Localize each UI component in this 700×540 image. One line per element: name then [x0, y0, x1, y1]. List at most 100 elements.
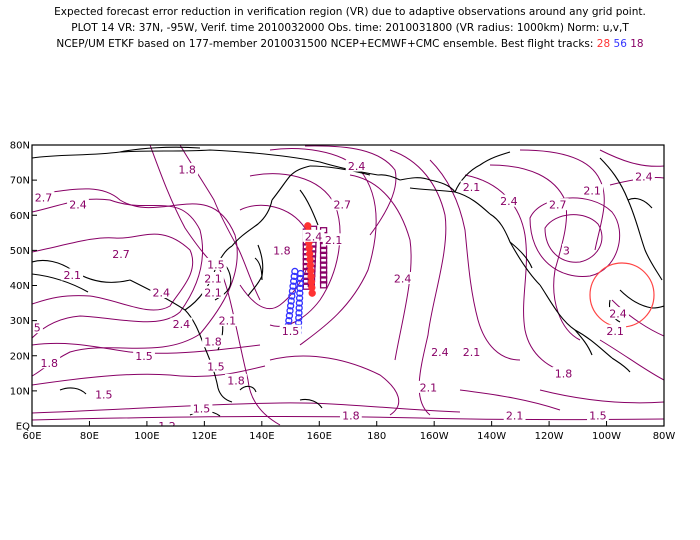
track-marker-blue	[285, 316, 293, 325]
contour-label: 2.7	[334, 199, 352, 212]
contour-label-bg	[302, 229, 325, 242]
track-marker-purple	[319, 266, 328, 274]
contour-lines	[32, 145, 664, 426]
contour-label: 1.2	[158, 420, 176, 433]
title-line-3-text: NCEP/UM ETKF based on 177-member 2010031…	[56, 38, 594, 50]
contour-label: 1.5	[135, 350, 153, 363]
lat-tick-label: 30N	[10, 316, 30, 327]
lon-tick-label: 120W	[535, 431, 564, 442]
lat-tick-label: 40N	[10, 281, 30, 292]
contour-label-bg	[339, 408, 362, 421]
contour-label: 2.1	[463, 346, 481, 359]
contour-label-bg	[460, 180, 483, 193]
contour-label-bg	[216, 314, 239, 327]
contour-label: 2.1	[420, 381, 438, 394]
track-marker-blue	[296, 289, 304, 297]
track-marker-purple	[319, 281, 328, 289]
contour-label-bg	[92, 387, 115, 400]
contour-label: 1.8	[40, 357, 58, 370]
contour-label-bg	[202, 335, 224, 348]
contour-label: 2.1	[63, 269, 81, 282]
contour-label: 2.1	[219, 315, 237, 328]
track-marker-blue	[287, 297, 295, 305]
contour-label: 1.8	[227, 374, 245, 387]
contour-label-bg	[204, 359, 227, 372]
track-marker-blue	[288, 292, 296, 300]
contour-label-bg	[61, 268, 84, 281]
contour-label: 1.5	[23, 322, 41, 335]
track-marker-blue	[296, 274, 305, 283]
contour-label: 2.4	[305, 230, 323, 243]
lon-tick-label: 160W	[420, 431, 449, 442]
title-line-3: NCEP/UM ETKF based on 177-member 2010031…	[0, 36, 700, 52]
contour-label-bg	[271, 243, 293, 256]
title-line-2: PLOT 14 VR: 37N, -95W, Verif. time 20100…	[71, 22, 629, 34]
contour-label: 1.8	[178, 164, 196, 177]
track-marker-purple	[319, 261, 328, 269]
contour-label: 1.8	[342, 409, 360, 422]
contour-label-bg	[38, 356, 61, 369]
contour-label-bg	[391, 271, 414, 284]
contour-label: 1.5	[207, 258, 225, 271]
contour-label: 2.4	[500, 195, 518, 208]
contour-label: 1.5	[207, 360, 225, 373]
lon-tick-label: 80W	[653, 431, 676, 442]
contour-label-bg	[587, 408, 609, 421]
track-marker-blue	[289, 277, 298, 285]
lat-tick-label: 70N	[10, 176, 30, 187]
contour-label: 2.4	[153, 287, 171, 300]
lat-tick-label: 60N	[10, 211, 30, 222]
contour-label-bg	[562, 243, 571, 256]
title-line-1: Expected forecast error reduction in ver…	[54, 6, 646, 18]
contour-label-bg	[417, 380, 440, 393]
contour-label-bg	[176, 163, 199, 176]
track-marker-blue	[289, 282, 297, 290]
track-marker-purple	[319, 256, 328, 264]
lon-tick-label: 100E	[134, 431, 159, 442]
contour-label-bg	[546, 198, 569, 211]
map-title: Expected forecast error reduction in ver…	[0, 4, 700, 52]
lon-tick-label: 180	[367, 431, 386, 442]
track-marker-blue	[288, 287, 297, 295]
track-marker-blue	[295, 294, 304, 302]
lon-tick-label: 120E	[192, 431, 217, 442]
contour-label-bg	[331, 198, 354, 211]
contour-labels: 1.8 2.4 2.7 2.4 2.7 2.1 2.4 2.7 2.1 2.4 2.7 1.5 2.1 1…	[23, 159, 655, 433]
contour-label: 1.5	[589, 409, 607, 422]
track-marker-blue	[290, 272, 298, 281]
track-count-blue: 56	[613, 38, 627, 50]
track-count-red: 28	[596, 38, 611, 50]
contour-label-bg	[503, 408, 526, 421]
contour-label: 2.1	[606, 325, 624, 338]
contour-label: 2.4	[635, 171, 653, 184]
contour-label-bg	[156, 419, 178, 426]
contour-label: 1.8	[273, 244, 291, 257]
track-marker-purple	[319, 271, 328, 279]
lat-tick-label: 20N	[10, 351, 30, 362]
contour-label-bg	[32, 321, 43, 334]
contour-label-bg	[204, 257, 227, 270]
contour-label-bg	[604, 324, 627, 337]
contour-label: 2.7	[549, 199, 567, 212]
lon-tick-label: 140W	[477, 431, 506, 442]
map-axes: EQ 10N 20N 30N 40N 50N 60N 70N 80N 60E 80E 100E 120E…	[10, 141, 676, 443]
track-marker-blue	[296, 284, 304, 292]
contour-label-bg	[202, 271, 224, 284]
contour-label-bg	[110, 247, 132, 260]
lat-tick-label: EQ	[16, 422, 30, 433]
track-marker-purple	[319, 246, 328, 255]
track-marker-blue	[295, 314, 303, 322]
contour-label-bg	[67, 198, 89, 211]
contour-label: 2.1	[204, 287, 222, 300]
track-marker-blue	[286, 307, 294, 315]
contour-label-bg	[279, 324, 302, 337]
track-marker-blue	[295, 304, 303, 312]
contour-label-bg	[133, 349, 155, 362]
contour-label-bg	[345, 159, 368, 172]
track-marker-purple	[319, 276, 328, 284]
contour-label: 2.7	[35, 192, 53, 205]
contour-label-bg	[632, 170, 655, 183]
contour-label: 2.7	[112, 248, 130, 261]
contour-label: 2.4	[431, 346, 449, 359]
